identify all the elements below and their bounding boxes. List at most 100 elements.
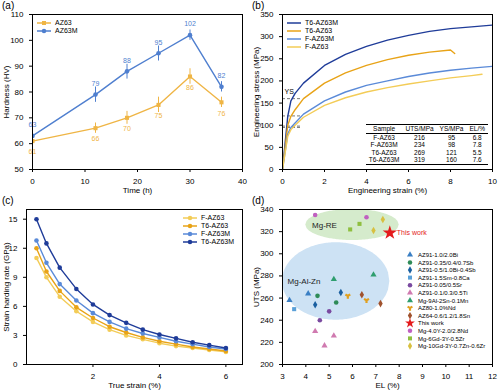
svg-text:6: 6 <box>13 302 18 311</box>
svg-text:F-AZ63: F-AZ63 <box>305 43 328 50</box>
svg-text:AZ91-0.5/1.0Bi-0.4Sb: AZ91-0.5/1.0Bi-0.4Sb <box>418 267 476 273</box>
svg-text:4: 4 <box>304 372 309 381</box>
svg-text:AZ91-1.5Sm-0.8Ca: AZ91-1.5Sm-0.8Ca <box>418 275 470 281</box>
svg-text:66: 66 <box>92 135 100 142</box>
svg-text:100: 100 <box>260 121 274 130</box>
svg-text:30: 30 <box>186 177 195 186</box>
svg-text:60: 60 <box>15 139 24 148</box>
html-text:(d): (d) <box>252 195 265 206</box>
svg-text:Engineering stress (MPa): Engineering stress (MPa) <box>252 47 261 138</box>
html-text:(a): (a) <box>2 0 15 11</box>
svg-text:102: 102 <box>184 20 196 27</box>
svg-text:T6-AZ63M: T6-AZ63M <box>305 19 338 26</box>
svg-text:340: 340 <box>260 205 274 214</box>
svg-text:This work: This work <box>397 229 427 236</box>
svg-text:320: 320 <box>260 227 274 236</box>
svg-text:95: 95 <box>155 38 163 45</box>
svg-text:9: 9 <box>13 273 18 282</box>
svg-text:79: 79 <box>92 80 100 87</box>
svg-text:0: 0 <box>30 177 35 186</box>
svg-text:AZ91-1.0/2.0Bi: AZ91-1.0/2.0Bi <box>418 252 458 258</box>
svg-text:75: 75 <box>155 112 163 119</box>
svg-text:88: 88 <box>123 57 131 64</box>
svg-text:Hardness (HV): Hardness (HV) <box>2 65 11 118</box>
svg-text:40: 40 <box>238 177 247 186</box>
svg-text:250: 250 <box>260 54 274 63</box>
svg-text:90: 90 <box>15 62 24 71</box>
svg-text:86: 86 <box>186 84 194 91</box>
svg-text:12: 12 <box>8 243 18 253</box>
svg-text:Mg-RE: Mg-RE <box>312 221 337 230</box>
svg-text:350: 350 <box>260 10 274 19</box>
svg-text:300: 300 <box>260 32 274 41</box>
svg-text:AZ64-0.6/1.2/1.8Sn: AZ64-0.6/1.2/1.8Sn <box>418 313 470 319</box>
svg-text:AZ63: AZ63 <box>55 19 72 26</box>
svg-text:12: 12 <box>488 372 497 381</box>
svg-text:T6-AZ63: T6-AZ63 <box>201 222 228 229</box>
svg-text:10: 10 <box>488 177 497 186</box>
svg-text:Strain harding rate (GPa): Strain harding rate (GPa) <box>2 242 11 332</box>
svg-text:AZ91-0.35/0.4/0.7Sb: AZ91-0.35/0.4/0.7Sb <box>418 260 474 266</box>
svg-text:82: 82 <box>218 72 226 79</box>
svg-text:Time (h): Time (h) <box>123 186 153 195</box>
svg-text:Engineering strain (%): Engineering strain (%) <box>348 186 427 195</box>
svg-text:11: 11 <box>465 372 474 381</box>
svg-text:T6-AZ63M: T6-AZ63M <box>201 238 234 245</box>
svg-text:110: 110 <box>11 10 24 19</box>
svg-text:Mg-4.0Y-2.0/2.8Nd: Mg-4.0Y-2.0/2.8Nd <box>418 328 468 334</box>
svg-text:8: 8 <box>448 177 453 186</box>
svg-text:True strain (%): True strain (%) <box>108 381 161 390</box>
svg-text:0: 0 <box>269 165 274 174</box>
svg-text:63: 63 <box>28 121 37 129</box>
html-text:F-AZ63: F-AZ63 <box>373 133 395 141</box>
svg-text:10: 10 <box>81 177 90 186</box>
svg-text:200: 200 <box>260 76 274 85</box>
svg-text:50: 50 <box>15 165 24 174</box>
svg-text:300: 300 <box>260 249 274 258</box>
svg-text:61: 61 <box>28 148 37 156</box>
svg-text:F-AZ63M: F-AZ63M <box>201 230 230 237</box>
svg-text:Mg-9Al-2Sn-0.1Mn: Mg-9Al-2Sn-0.1Mn <box>418 298 468 304</box>
svg-text:AZ80-1.0%Nd: AZ80-1.0%Nd <box>418 305 456 311</box>
svg-text:6: 6 <box>350 372 355 381</box>
svg-text:200: 200 <box>260 360 274 369</box>
svg-text:6: 6 <box>224 372 229 381</box>
svg-text:50: 50 <box>265 143 274 152</box>
svg-text:15: 15 <box>9 215 18 224</box>
svg-text:76: 76 <box>218 110 226 117</box>
svg-text:Mg-6Gd-3Y-0.5Zr: Mg-6Gd-3Y-0.5Zr <box>418 336 464 342</box>
svg-text:F-AZ63: F-AZ63 <box>201 214 224 221</box>
svg-text:70: 70 <box>15 113 24 122</box>
svg-text:Mg-10Gd-3Y-0.7Zn-0.6Zr: Mg-10Gd-3Y-0.7Zn-0.6Zr <box>418 343 485 349</box>
svg-text:100: 100 <box>10 36 24 45</box>
svg-text:YS: YS <box>285 88 295 95</box>
svg-text:0: 0 <box>280 177 285 186</box>
svg-text:80: 80 <box>15 88 24 97</box>
html-text:(b): (b) <box>252 0 265 11</box>
svg-text:EL (%): EL (%) <box>375 381 399 390</box>
svg-text:9: 9 <box>420 372 425 381</box>
svg-text:70: 70 <box>123 125 131 132</box>
svg-text:280: 280 <box>260 271 274 280</box>
svg-text:240: 240 <box>260 316 274 325</box>
svg-text:260: 260 <box>260 294 274 303</box>
svg-text:3: 3 <box>280 372 285 381</box>
svg-text:Mg-Al-Zn: Mg-Al-Zn <box>288 277 321 286</box>
svg-text:2: 2 <box>91 372 96 381</box>
html-text:(c): (c) <box>2 195 14 206</box>
svg-text:T6-AZ63: T6-AZ63 <box>305 27 332 34</box>
svg-text:F-AZ63M: F-AZ63M <box>305 35 334 42</box>
svg-text:UTS (MPa): UTS (MPa) <box>252 267 261 307</box>
svg-text:0: 0 <box>13 360 18 369</box>
svg-text:5: 5 <box>327 372 332 381</box>
svg-text:AZ91-0.1/0.3/0.5Ti: AZ91-0.1/0.3/0.5Ti <box>418 290 467 296</box>
svg-text:220: 220 <box>260 338 274 347</box>
svg-text:AZ91-0.05/0.5Sr: AZ91-0.05/0.5Sr <box>418 282 462 288</box>
svg-text:This work: This work <box>418 320 445 326</box>
svg-text:150: 150 <box>260 99 274 108</box>
svg-text:10: 10 <box>441 372 450 381</box>
svg-text:2: 2 <box>322 177 327 186</box>
svg-text:20: 20 <box>133 177 142 187</box>
svg-text:3: 3 <box>13 331 18 340</box>
svg-text:AZ63M: AZ63M <box>55 27 78 34</box>
